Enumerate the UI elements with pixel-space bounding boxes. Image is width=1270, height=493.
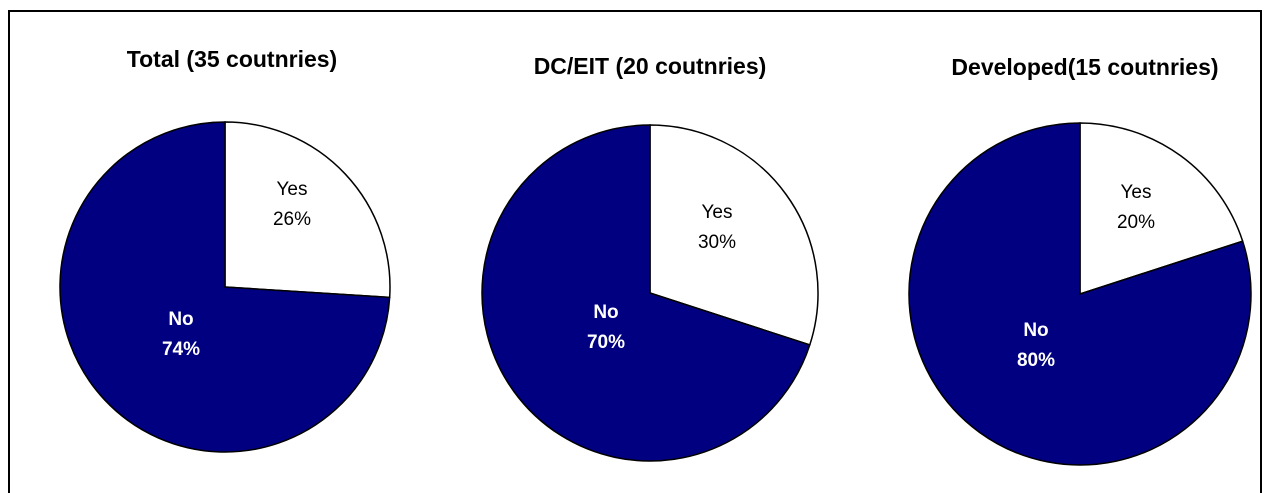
slice-label-yes-developed: Yes <box>1121 182 1152 203</box>
pie-chart-dc-eit: DC/EIT (20 coutnries) Yes 30% No 70% <box>481 53 819 462</box>
chart-title-dc-eit: DC/EIT (20 coutnries) <box>534 53 767 79</box>
slice-label-no-dc-eit: No <box>593 302 618 323</box>
slice-label-yes-total: Yes <box>277 179 308 200</box>
chart-title-total: Total (35 coutnries) <box>127 46 337 72</box>
slice-value-no-developed: 80% <box>1017 350 1055 371</box>
pie-slice-yes-developed <box>1079 122 1244 296</box>
pie-slice-yes-dc-eit <box>649 124 819 346</box>
slice-value-no-total: 74% <box>162 339 200 360</box>
slice-value-no-dc-eit: 70% <box>587 332 625 353</box>
pie-chart-total: Total (35 coutnries) Yes 26% No 74% <box>59 46 391 453</box>
slice-value-yes-total: 26% <box>273 209 311 230</box>
chart-title-developed: Developed(15 coutnries) <box>951 54 1218 80</box>
slice-label-yes-dc-eit: Yes <box>702 202 733 223</box>
pie-slice-no-dc-eit <box>481 124 811 462</box>
pie-chart-developed: Developed(15 coutnries) Yes 20% No 80% <box>908 54 1252 466</box>
slice-label-no-total: No <box>168 309 193 330</box>
pie-slice-no-developed <box>908 122 1252 466</box>
pie-slice-no-total <box>59 121 391 453</box>
slice-label-no-developed: No <box>1023 320 1048 341</box>
pie-slice-yes-total <box>224 121 391 299</box>
slice-value-yes-dc-eit: 30% <box>698 232 736 253</box>
slice-value-yes-developed: 20% <box>1117 212 1155 233</box>
